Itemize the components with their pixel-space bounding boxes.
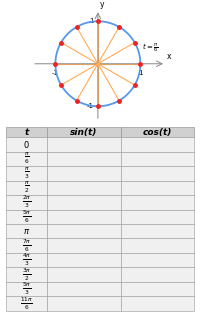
Bar: [121, 296, 194, 311]
Bar: [121, 238, 194, 253]
Bar: [121, 253, 194, 267]
Text: $\frac{2\pi}{3}$: $\frac{2\pi}{3}$: [22, 194, 31, 211]
Text: $\pi$: $\pi$: [23, 227, 30, 236]
Bar: [47, 180, 121, 195]
Text: $\frac{5\pi}{3}$: $\frac{5\pi}{3}$: [22, 281, 31, 297]
Bar: [121, 224, 194, 238]
Bar: [47, 195, 121, 210]
Bar: [6, 152, 47, 166]
Bar: [121, 152, 194, 166]
Bar: [6, 195, 47, 210]
Text: $\frac{\pi}{2}$: $\frac{\pi}{2}$: [24, 180, 30, 195]
Bar: [121, 127, 194, 137]
Text: $t=\frac{\pi}{6}$: $t=\frac{\pi}{6}$: [142, 41, 159, 54]
Text: sin(t): sin(t): [70, 128, 98, 137]
Bar: [47, 137, 121, 152]
Text: $\frac{11\pi}{6}$: $\frac{11\pi}{6}$: [20, 295, 33, 312]
Bar: [6, 137, 47, 152]
Text: cos(t): cos(t): [143, 128, 172, 137]
Bar: [47, 127, 121, 137]
Bar: [6, 224, 47, 238]
Bar: [6, 210, 47, 224]
Bar: [6, 238, 47, 253]
Text: x: x: [167, 52, 172, 61]
Bar: [47, 267, 121, 282]
Bar: [47, 210, 121, 224]
Bar: [6, 267, 47, 282]
Bar: [121, 267, 194, 282]
Bar: [121, 180, 194, 195]
Bar: [121, 210, 194, 224]
Bar: [6, 253, 47, 267]
Bar: [47, 224, 121, 238]
Bar: [6, 296, 47, 311]
Text: $\frac{3\pi}{2}$: $\frac{3\pi}{2}$: [22, 266, 31, 283]
Bar: [121, 137, 194, 152]
Text: $\frac{\pi}{6}$: $\frac{\pi}{6}$: [24, 151, 30, 166]
Text: $0$: $0$: [23, 139, 30, 150]
Bar: [47, 253, 121, 267]
Text: 1: 1: [89, 18, 94, 24]
Text: $\frac{7\pi}{6}$: $\frac{7\pi}{6}$: [22, 237, 31, 254]
Bar: [6, 127, 47, 137]
Text: $\frac{\pi}{3}$: $\frac{\pi}{3}$: [24, 166, 30, 181]
Bar: [47, 166, 121, 180]
Bar: [121, 166, 194, 180]
Bar: [47, 238, 121, 253]
Bar: [6, 282, 47, 296]
Bar: [6, 180, 47, 195]
Text: t: t: [25, 128, 29, 137]
Bar: [47, 296, 121, 311]
Bar: [47, 152, 121, 166]
Bar: [47, 282, 121, 296]
Text: -1: -1: [52, 70, 59, 76]
Text: -1: -1: [87, 103, 94, 109]
Bar: [121, 282, 194, 296]
Text: 1: 1: [138, 70, 143, 76]
Text: y: y: [100, 0, 104, 9]
Text: $\frac{4\pi}{3}$: $\frac{4\pi}{3}$: [22, 252, 31, 268]
Bar: [121, 195, 194, 210]
Text: $\frac{5\pi}{6}$: $\frac{5\pi}{6}$: [22, 209, 31, 225]
Bar: [6, 166, 47, 180]
